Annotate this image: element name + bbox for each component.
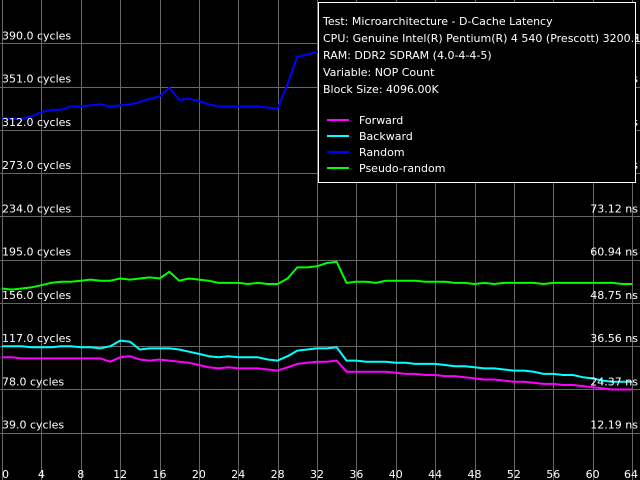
y-left-tick-label: 390.0 cycles (2, 29, 71, 42)
x-tick-label: 52 (507, 468, 521, 480)
x-tick-label: 36 (349, 468, 363, 480)
x-tick-label: 8 (77, 468, 84, 480)
y-right-tick-label: 12.19 ns (590, 419, 638, 432)
legend-swatch-random (327, 151, 349, 153)
x-tick-label: 56 (546, 468, 560, 480)
x-tick-label: 4 (38, 468, 45, 480)
legend-panel: Test: Microarchitecture - D-Cache Latenc… (318, 2, 640, 183)
x-tick-label: 60 (586, 468, 600, 480)
info-cpu: CPU: Genuine Intel(R) Pentium(R) 4 540 (… (323, 32, 640, 45)
x-tick-label: 28 (271, 468, 285, 480)
y-right-tick-label: 48.75 ns (590, 289, 638, 302)
x-tick-label: 64 (624, 468, 638, 480)
y-right-tick-label: 60.94 ns (590, 246, 638, 259)
series-line-pseudo-random (1, 260, 632, 291)
y-left-tick-label: 78.0 cycles (2, 375, 64, 388)
info-test: Test: Microarchitecture - D-Cache Latenc… (323, 15, 553, 28)
legend-entry-random: Random (327, 144, 405, 160)
series-line-backward (2, 339, 632, 383)
legend-label-pseudo-random: Pseudo-random (359, 161, 446, 175)
y-right-tick-label: 36.56 ns (590, 332, 638, 345)
x-tick-label: 48 (468, 468, 482, 480)
y-left-tick-label: 234.0 cycles (2, 202, 71, 215)
y-left-tick-label: 273.0 cycles (2, 159, 71, 172)
y-left-tick-label: 195.0 cycles (2, 246, 71, 259)
series-line-forward (2, 355, 632, 391)
x-tick-label: 16 (153, 468, 167, 480)
y-left-tick-label: 312.0 cycles (2, 116, 71, 129)
x-tick-label: 40 (389, 468, 403, 480)
x-tick-label: 0 (2, 468, 9, 480)
x-tick-label: 24 (231, 468, 245, 480)
y-right-tick-label: 24.37 ns (590, 375, 638, 388)
x-tick-label: 44 (428, 468, 442, 480)
info-variable: Variable: NOP Count (323, 66, 435, 79)
legend-label-forward: Forward (359, 113, 404, 127)
legend-entry-backward: Backward (327, 128, 413, 144)
legend-label-backward: Backward (359, 129, 413, 143)
x-tick-label: 20 (192, 468, 206, 480)
legend-entry-pseudo-random: Pseudo-random (327, 160, 445, 176)
x-tick-label: 32 (310, 468, 324, 480)
y-left-tick-label: 351.0 cycles (2, 73, 71, 86)
legend-label-random: Random (359, 145, 405, 159)
series-lines (1, 33, 632, 391)
y-left-tick-label: 117.0 cycles (2, 332, 71, 345)
y-left-tick-label: 156.0 cycles (2, 289, 71, 302)
info-ram: RAM: DDR2 SDRAM (4.0-4-4-5) (323, 49, 492, 62)
y-left-tick-label: 39.0 cycles (2, 419, 64, 432)
legend-swatch-backward (327, 135, 349, 137)
y-right-tick-label: 73.12 ns (590, 202, 638, 215)
legend-swatch-forward (327, 119, 349, 121)
info-block-size: Block Size: 4096.00K (323, 83, 439, 96)
x-tick-label: 12 (113, 468, 127, 480)
legend-swatch-pseudo-random (327, 167, 349, 169)
legend-entry-forward: Forward (327, 112, 403, 128)
